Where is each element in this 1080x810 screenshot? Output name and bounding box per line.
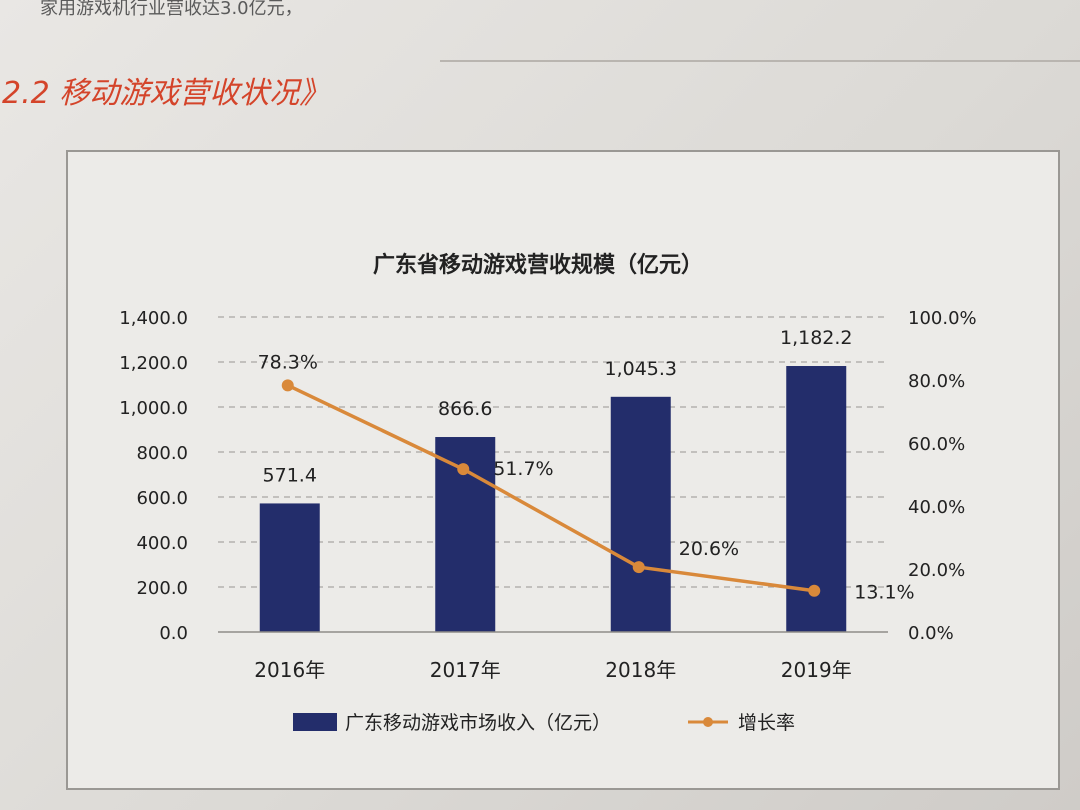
x-tick-label: 2016年 [254,658,325,682]
y-left-tick-label: 400.0 [136,533,188,554]
bar [610,396,671,632]
page-divider [440,60,1080,62]
y-right-tick-label: 80.0% [908,371,965,392]
bar-series: 571.4 866.6 1,045.3 1,182.2 [259,327,853,632]
line-series: 78.3% 51.7% 20.6% 13.1% [258,351,915,603]
legend-bar-label: 广东移动游戏市场收入（亿元） [345,712,611,734]
y-left-tick-label: 600.0 [136,488,188,509]
line-point [457,463,470,476]
chart-title: 广东省移动游戏营收规模（亿元） [373,252,703,278]
y-right-tick-label: 0.0% [908,623,954,644]
line-data-label: 51.7% [493,458,553,480]
y-right-tick-label: 100.0% [908,308,977,329]
y-left-tick-label: 1,400.0 [119,308,188,329]
y-right-tick-label: 60.0% [908,434,965,455]
legend-line-label: 增长率 [738,712,795,734]
y-right-tick-label: 20.0% [908,560,965,581]
legend: 广东移动游戏市场收入（亿元） 增长率 [293,712,795,734]
bar-data-label: 1,182.2 [780,327,853,349]
line-data-label: 20.6% [679,538,739,560]
y-right-tick-label: 40.0% [908,497,965,518]
y-left-tick-label: 1,200.0 [119,353,188,374]
chart-frame: 广东省移动游戏营收规模（亿元） 571.4 866.6 1,045.3 1,182.2… [66,150,1060,790]
growth-line [286,383,815,593]
legend-bar-swatch [293,713,337,731]
line-point [632,561,645,574]
chart-svg: 广东省移动游戏营收规模（亿元） 571.4 866.6 1,045.3 1,182.2… [119,252,976,734]
bar-data-label: 571.4 [263,464,317,486]
line-point [281,379,294,392]
x-tick-label: 2017年 [430,658,501,682]
line-data-label: 13.1% [854,582,914,604]
y-left-tick-label: 200.0 [136,578,188,599]
y-left-tick-label: 0.0 [159,623,188,644]
previous-text-line: 家用游戏机行业营收达3.0亿元， [40,0,303,19]
y-left-tick-label: 800.0 [136,443,188,464]
section-title: 2.2 移动游戏营收状况》 [2,76,330,111]
bar [259,503,320,632]
gridlines [218,316,888,588]
y-left-tick-label: 1,000.0 [119,398,188,419]
bar-data-label: 866.6 [438,398,492,420]
bar-data-label: 1,045.3 [604,358,677,380]
line-data-label: 78.3% [258,351,318,373]
x-tick-label: 2018年 [605,658,676,682]
axes: 0.0 200.0 400.0 600.0 800.0 1,000.0 1,200.0 1,4… [119,308,976,682]
x-tick-label: 2019年 [781,658,852,682]
line-point [808,584,821,597]
legend-line-marker [703,717,713,727]
